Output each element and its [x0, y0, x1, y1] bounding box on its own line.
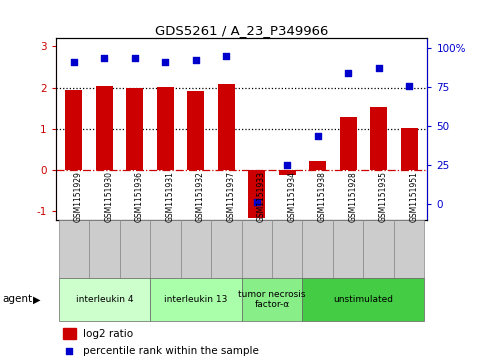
Bar [96, 86, 113, 170]
Point [70, 59, 78, 65]
Bar [187, 90, 204, 170]
Bar [248, 170, 265, 217]
Bar [370, 107, 387, 170]
Point [161, 59, 169, 65]
Text: ▶: ▶ [33, 294, 41, 305]
Text: GSM1151929: GSM1151929 [74, 171, 83, 222]
Text: log2 ratio: log2 ratio [84, 329, 134, 339]
Text: GSM1151938: GSM1151938 [318, 171, 327, 222]
Bar [211, 220, 242, 278]
Text: agent: agent [2, 294, 32, 305]
Point [375, 65, 383, 71]
Bar [66, 90, 82, 170]
Bar [63, 328, 76, 339]
Point [284, 162, 291, 168]
Bar [242, 278, 302, 321]
Bar [363, 220, 394, 278]
Text: GSM1151930: GSM1151930 [104, 171, 114, 222]
Text: interleukin 4: interleukin 4 [75, 295, 133, 304]
Bar [181, 220, 211, 278]
Text: GSM1151935: GSM1151935 [379, 171, 388, 222]
Bar [309, 161, 326, 170]
Bar [394, 220, 425, 278]
Point [253, 199, 261, 205]
Point [192, 57, 199, 63]
Bar [150, 278, 242, 321]
Bar [127, 87, 143, 170]
Bar [340, 117, 356, 170]
Text: GSM1151928: GSM1151928 [348, 171, 357, 222]
Bar [302, 278, 425, 321]
Bar [120, 220, 150, 278]
Point [131, 55, 139, 61]
Bar [401, 128, 417, 170]
Text: GSM1151931: GSM1151931 [165, 171, 174, 222]
Bar [272, 220, 302, 278]
Point [344, 70, 352, 76]
Text: interleukin 13: interleukin 13 [164, 295, 227, 304]
Text: tumor necrosis
factor-α: tumor necrosis factor-α [238, 290, 306, 309]
Text: GSM1151933: GSM1151933 [257, 171, 266, 222]
Bar [242, 220, 272, 278]
Bar [89, 220, 120, 278]
Point [405, 83, 413, 89]
Text: GSM1151951: GSM1151951 [409, 171, 418, 222]
Bar [302, 220, 333, 278]
Bar [333, 220, 363, 278]
Text: GSM1151932: GSM1151932 [196, 171, 205, 222]
Bar [157, 87, 174, 170]
Bar [58, 278, 150, 321]
Bar [58, 220, 89, 278]
Text: GSM1151937: GSM1151937 [226, 171, 235, 222]
Point [222, 53, 230, 59]
Bar [218, 84, 235, 170]
Title: GDS5261 / A_23_P349966: GDS5261 / A_23_P349966 [155, 24, 328, 37]
Text: unstimulated: unstimulated [333, 295, 394, 304]
Text: percentile rank within the sample: percentile rank within the sample [84, 346, 259, 356]
Text: GSM1151934: GSM1151934 [287, 171, 296, 222]
Text: GSM1151936: GSM1151936 [135, 171, 144, 222]
Bar [150, 220, 181, 278]
Bar [279, 170, 296, 175]
Point [65, 348, 73, 354]
Point [100, 55, 108, 61]
Point [314, 133, 322, 139]
